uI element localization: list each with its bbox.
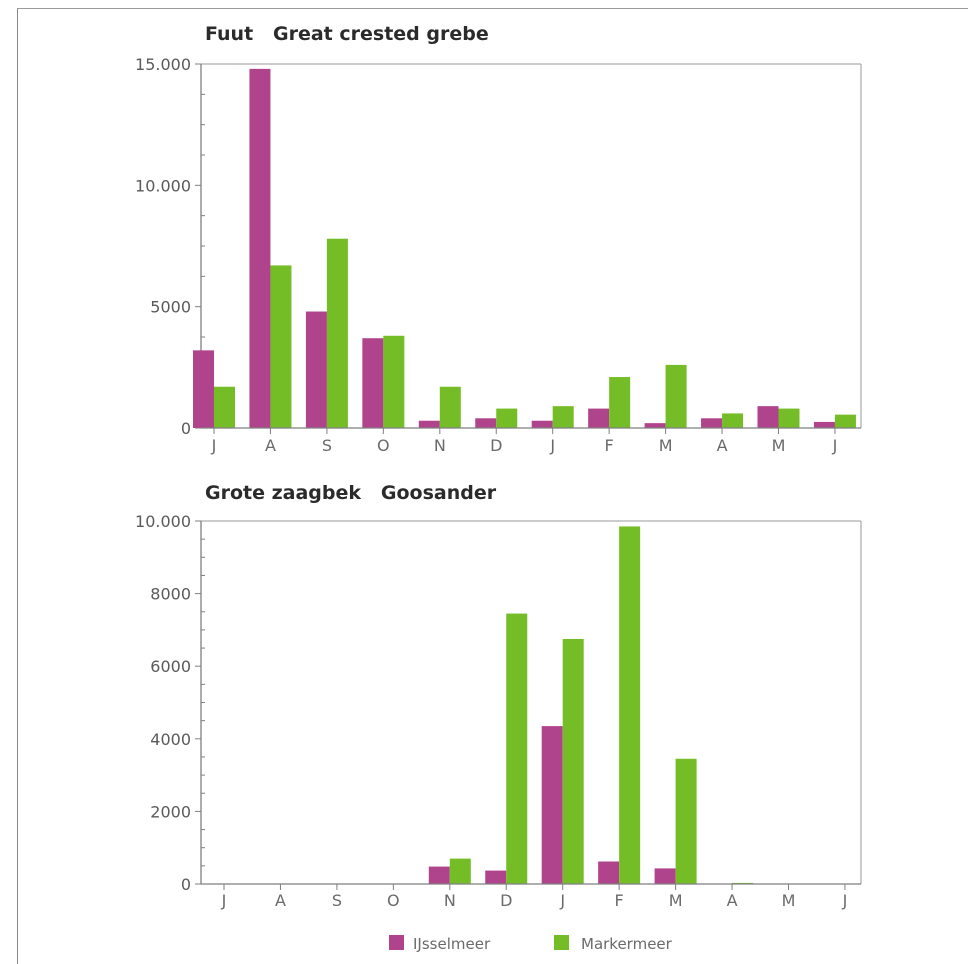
chart-1-x-tick-label: M [659,436,673,455]
chart-1-x-tick-label: J [832,436,838,455]
chart-2-x-tick-label: A [275,891,286,910]
legend-label-ijsselmeer: IJsselmeer [413,935,491,953]
chart-1-bar-markermeer [665,364,687,428]
chart-2-y-tick-label: 10.000 [135,512,191,531]
chart-2-x-tick-label: F [615,891,624,910]
legend-swatch-markermeer [554,935,569,950]
chart-2-y-tick-label: 6000 [150,657,191,676]
chart-1-bar-markermeer [778,408,800,428]
chart-1-x-tick-label: A [717,436,728,455]
chart-2-bar-markermeer [449,858,471,884]
chart-2-y-tick-label: 8000 [150,585,191,604]
chart-1-x-tick-label: D [490,436,502,455]
chart-1-y-tick-label: 10.000 [135,176,191,195]
chart-2-title: Grote zaagbek Goosander [205,482,497,504]
chart-1-bar-ijsselmeer [701,418,723,428]
chart-2-bar-markermeer [562,638,584,884]
chart-2-y-tick-label: 2000 [150,802,191,821]
chart-2-bar-markermeer [675,758,697,884]
legend-swatch-ijsselmeer [389,935,404,950]
chart-2-x-tick-label: M [669,891,683,910]
chart-2-y-tick-label: 0 [181,875,191,894]
chart-1-bar-ijsselmeer [193,350,214,428]
chart-2-bar-ijsselmeer [485,870,507,884]
chart-1-bar-markermeer [383,335,405,428]
chart-1-bar-ijsselmeer [362,338,384,428]
chart-2-x-tick-label: M [782,891,796,910]
chart-1-bar-ijsselmeer [249,68,271,428]
chart-1-bar-ijsselmeer [757,406,779,428]
chart-1-bar-markermeer [439,386,461,428]
chart-1-bar-ijsselmeer [588,408,610,428]
chart-2-x-tick-label: D [500,891,512,910]
chart-1-x-tick-label: A [265,436,276,455]
chart-2-bar-ijsselmeer [541,726,563,884]
chart-2-x-tick-label: S [332,891,342,910]
chart-2-y-tick-label: 4000 [150,730,191,749]
chart-1-x-tick-label: J [549,436,555,455]
chart-1-bar-markermeer [552,406,574,428]
chart-1-bar-markermeer [214,386,235,428]
chart-1-grebe: 0 5000 10.000 15.000 J A S O N D J F M A M J [135,55,862,455]
chart-1-bar-ijsselmeer [813,421,835,428]
chart-2-bar-ijsselmeer [598,861,620,884]
legend: IJsselmeer Markermeer [389,935,673,953]
chart-1-bar-markermeer [609,377,631,428]
chart-1-x-tick-label: O [377,436,390,455]
chart-1-y-tick-label: 15.000 [135,55,191,74]
chart-1-bar-ijsselmeer [644,423,666,428]
chart-1-bar-markermeer [834,414,856,428]
chart-1-y-tick-label: 0 [181,419,191,438]
chart-1-x-tick-label: N [434,436,446,455]
chart-1-bar-ijsselmeer [475,418,497,428]
chart-2-x-tick-label: A [727,891,738,910]
chart-2-bar-ijsselmeer [428,866,450,884]
chart-2-x-tick-label: O [387,891,400,910]
chart-1-x-tick-label: M [772,436,786,455]
chart-1-x-tick-label: S [322,436,332,455]
chart-2-x-tick-label: N [444,891,456,910]
chart-2-x-tick-label: J [559,891,565,910]
chart-1-bar-ijsselmeer [531,420,553,428]
chart-1-x-tick-label: F [605,436,614,455]
chart-1-bar-markermeer [722,413,744,428]
chart-1-bar-ijsselmeer [418,420,440,428]
chart-2-x-tick-label: J [842,891,848,910]
chart-1-title: Fuut Great crested grebe [205,23,489,45]
chart-1-bar-markermeer [270,265,292,428]
chart-1-x-tick-label: J [211,436,217,455]
chart-1-bar-markermeer [496,408,518,428]
chart-1-bar-ijsselmeer [305,311,327,428]
page-top-border [17,8,968,9]
chart-2-goosander: 0 2000 4000 6000 8000 10.000 J A S O N D J F M A M J [135,512,862,910]
chart-2-bar-markermeer [506,613,528,884]
chart-2-bar-markermeer [619,526,641,884]
chart-1-y-tick-label: 5000 [150,298,191,317]
chart-1-bar-markermeer [326,238,348,428]
chart-2-x-tick-label: J [221,891,227,910]
chart-2-bar-ijsselmeer [654,868,676,884]
legend-label-markermeer: Markermeer [581,935,673,953]
page-left-border [17,8,18,964]
